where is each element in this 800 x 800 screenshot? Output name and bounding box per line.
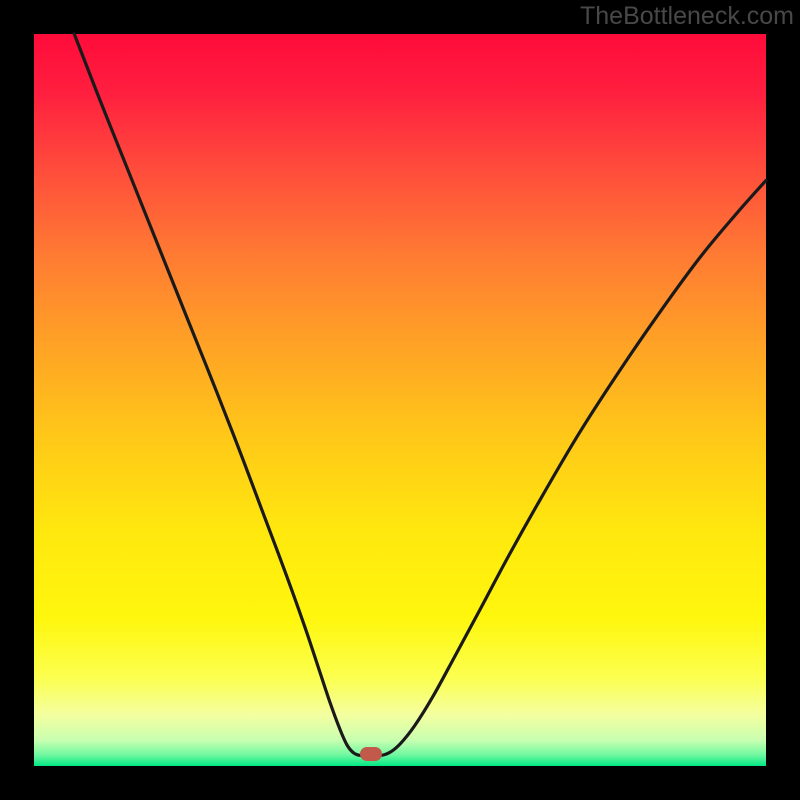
optimum-marker [360,747,382,761]
watermark-text: TheBottleneck.com [580,2,794,31]
chart-stage: TheBottleneck.com [0,0,800,800]
curve-path [74,34,766,756]
plot-border [30,30,770,770]
bottleneck-curve [34,34,766,766]
